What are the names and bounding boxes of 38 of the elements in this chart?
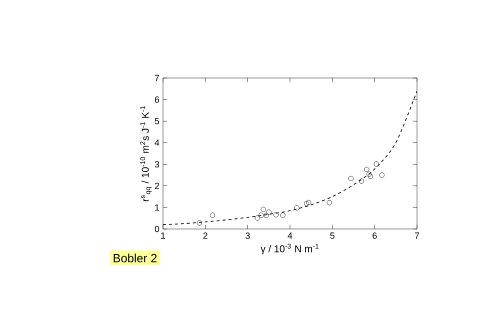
point — [264, 212, 269, 218]
point — [306, 200, 312, 206]
x-tick-label: 7 — [414, 232, 420, 239]
x-tick-label: 6 — [372, 232, 377, 239]
point — [254, 215, 260, 221]
y-tick-label: 7 — [154, 74, 160, 82]
y-tick-label: 6 — [154, 96, 160, 103]
point — [326, 200, 332, 206]
x-tick-label: 2 — [203, 232, 208, 239]
y-tick-label: 4 — [154, 140, 160, 146]
text: Bobler 2 — [114, 254, 157, 262]
text: r$^{s}$$_{qq}$ / 10$^{-10}$ m$^{2}$s J$^{-1}$ K$^{-1}$ — [140, 106, 152, 202]
y-tick-label: 5 — [154, 118, 160, 124]
x-tick-label: 1 — [161, 232, 166, 239]
point — [258, 212, 264, 218]
point — [366, 172, 372, 177]
point — [358, 178, 364, 184]
point — [374, 161, 379, 167]
point — [304, 200, 310, 206]
point — [280, 212, 286, 218]
point — [260, 206, 266, 212]
point — [364, 166, 370, 172]
x-tick-label: 4 — [288, 232, 292, 239]
point — [196, 220, 202, 226]
y-tick-label: 3 — [154, 161, 160, 168]
point — [368, 174, 374, 179]
x-tick-label: 3 — [246, 232, 250, 239]
x-axis-title: γ / 10$^{-3}$ N m$^{-1}$ — [260, 244, 319, 254]
point — [294, 205, 300, 210]
y-tick-label: 1 — [155, 204, 160, 211]
y-tick-label: 2 — [154, 182, 160, 189]
point — [379, 172, 384, 178]
point — [266, 210, 272, 215]
point — [210, 212, 216, 218]
x-tick-label: 5 — [330, 232, 334, 239]
point — [273, 212, 279, 218]
point — [348, 176, 354, 182]
y-tick-label: 0 — [154, 226, 160, 232]
